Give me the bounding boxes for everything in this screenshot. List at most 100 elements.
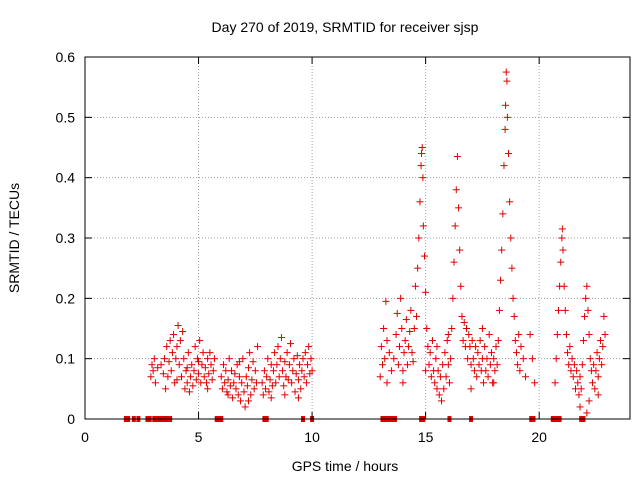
data-point [592, 367, 600, 375]
y-tick-label: 0 [67, 411, 75, 427]
data-point [505, 150, 513, 158]
data-point [281, 358, 289, 366]
data-point [418, 150, 426, 158]
data-point [182, 367, 190, 375]
y-tick-label: 0.6 [56, 49, 76, 65]
data-point [528, 355, 536, 363]
data-point [402, 315, 410, 323]
data-point [426, 349, 434, 357]
data-point [586, 355, 594, 363]
data-point [472, 343, 480, 351]
data-point [388, 367, 396, 375]
data-point [433, 385, 441, 393]
data-point [240, 388, 248, 396]
data-point [285, 361, 293, 369]
data-point [444, 361, 452, 369]
data-point [420, 252, 428, 260]
data-point [452, 186, 460, 194]
data-point [170, 331, 178, 339]
data-point [292, 370, 300, 378]
data-point [482, 367, 490, 375]
data-point [501, 125, 509, 133]
data-point [394, 361, 402, 369]
data-point [288, 379, 296, 387]
data-point [248, 376, 256, 384]
data-point [443, 337, 451, 345]
data-point [457, 282, 465, 290]
data-point [453, 153, 461, 161]
data-point [490, 379, 498, 387]
data-point [393, 309, 401, 317]
data-point [180, 355, 188, 363]
data-point [427, 373, 435, 381]
data-point [600, 312, 608, 320]
data-point [502, 101, 510, 109]
data-point [416, 198, 424, 206]
data-point [262, 385, 270, 393]
data-point [410, 325, 418, 332]
data-point [273, 361, 281, 369]
data-point [277, 334, 285, 342]
data-point [208, 376, 216, 384]
data-point [493, 361, 501, 369]
data-point [178, 373, 186, 381]
data-point [596, 337, 604, 345]
data-point [494, 337, 502, 345]
data-point [294, 376, 302, 384]
data-point [512, 349, 520, 357]
data-point [491, 367, 499, 375]
data-point [428, 337, 436, 345]
data-point [575, 391, 583, 399]
data-point [423, 325, 431, 332]
data-point [241, 403, 249, 411]
data-point [165, 358, 173, 366]
data-point [438, 397, 446, 405]
data-point [225, 355, 233, 363]
data-point [409, 358, 417, 366]
data-point [497, 276, 505, 284]
data-point [598, 361, 606, 369]
data-point [305, 343, 313, 351]
data-point [475, 361, 483, 369]
y-tick-label: 0.4 [56, 170, 76, 186]
data-point [249, 358, 257, 366]
data-point [206, 349, 214, 357]
data-point [591, 385, 599, 393]
data-point [552, 355, 560, 363]
data-point [413, 312, 421, 320]
data-point [172, 355, 180, 363]
data-point [473, 373, 481, 381]
data-point [167, 367, 175, 375]
data-point [266, 376, 274, 384]
data-point [189, 382, 197, 390]
y-axis-label: SRMTID / TECUs [6, 183, 22, 293]
data-point [570, 361, 578, 369]
data-point [245, 364, 252, 372]
data-point [185, 388, 193, 396]
data-point [584, 306, 592, 314]
data-point [251, 367, 259, 375]
data-point [383, 379, 391, 387]
data-point [223, 388, 231, 396]
data-point [183, 364, 191, 372]
data-point [522, 373, 530, 381]
data-point [422, 288, 430, 296]
data-point [474, 349, 482, 357]
data-point [398, 325, 406, 332]
data-point [435, 391, 443, 399]
data-point [506, 198, 514, 206]
data-point [307, 355, 315, 363]
data-point [299, 355, 307, 363]
data-point [419, 222, 427, 230]
data-point [585, 331, 593, 339]
data-point [377, 343, 385, 351]
data-point [168, 349, 176, 357]
data-point [396, 343, 404, 351]
data-point [463, 325, 470, 332]
data-point [209, 367, 217, 375]
data-point [181, 385, 189, 393]
data-point [224, 391, 232, 399]
data-point [217, 373, 225, 381]
data-point [294, 394, 302, 402]
